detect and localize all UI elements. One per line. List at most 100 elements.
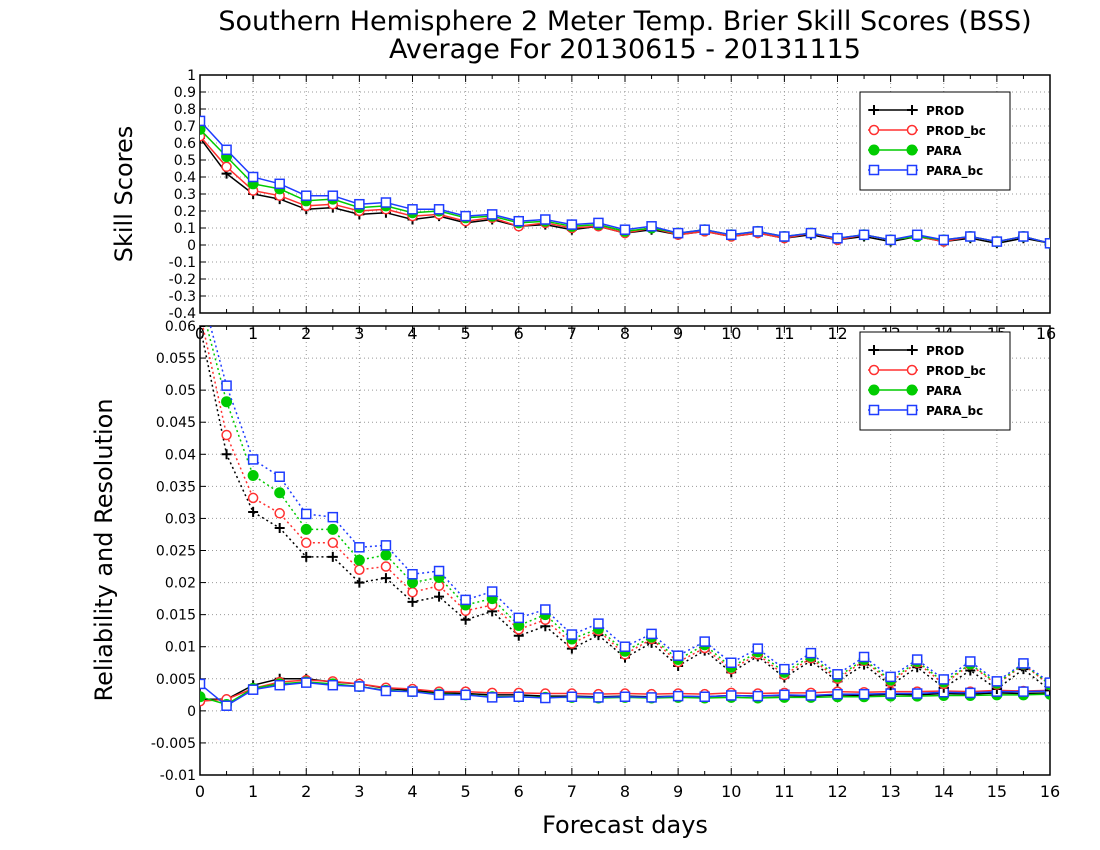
data-point-para-bc [593,692,604,703]
legend-label-para: PARA [926,384,962,398]
data-point-para-bc [699,636,710,647]
data-point-para-bc [540,692,551,704]
x-tick-label: 1 [248,324,258,343]
x-tick-label: 15 [987,782,1007,801]
y-tick-label: -0.01 [160,768,196,784]
y-tick-label: 1 [187,68,196,84]
legend-label-prod-bc: PROD_bc [926,364,986,379]
legend-marker-para [906,144,918,156]
y-tick-label: 0.03 [165,511,196,527]
y-tick-label: 0.6 [174,136,196,152]
data-point-prod [434,591,445,602]
data-point-prod [221,449,232,460]
data-point-para-bc [460,594,471,606]
data-point-prod [274,523,285,534]
data-point-para-bc [380,540,392,551]
data-point-para-bc [407,204,418,215]
data-point-prod [354,577,365,588]
y-tick-label: 0.015 [156,608,196,624]
data-point-para-bc [1018,658,1029,669]
data-point-para-bc [486,586,498,597]
data-point-para-bc [938,674,949,685]
y-tick-label: 0.05 [165,383,196,399]
y-tick-label: 0.9 [174,85,196,101]
data-point-para-bc [726,690,737,701]
legend-marker-para-bc [906,164,918,176]
data-point-para-bc [274,679,285,691]
y-tick-label: 0.4 [174,170,196,186]
data-point-para-bc [885,688,896,699]
data-point-para-bc [1018,231,1029,242]
data-point-para-bc [991,236,1003,247]
data-point-para-bc [593,618,604,629]
data-point-para [200,123,206,135]
data-point-para-bc [779,231,790,242]
data-point-para-bc [540,604,551,615]
data-point-para-bc [513,691,524,702]
legend-marker-prod [869,345,879,355]
series-group [200,326,1050,711]
data-point-para-bc [247,454,259,465]
legend-label-para: PARA [926,144,962,158]
data-point-para-bc [1044,677,1050,688]
data-point-para-bc [327,190,339,201]
x-tick-label: 5 [461,324,471,343]
data-point-para-bc [221,700,232,711]
data-point-para-bc [460,210,471,222]
x-tick-label: 4 [407,782,417,801]
data-point-para-bc [991,676,1003,687]
y-tick-label: 0.06 [165,319,196,335]
data-point-para-bc [646,628,657,640]
data-point-para-bc [433,689,445,701]
data-point-para-bc [354,542,365,553]
x-tick-label: 7 [567,782,577,801]
y-tick-label: -0.4 [169,306,196,322]
y-tick-label: 0.045 [156,415,196,431]
data-point-para-bc [699,224,710,235]
data-point-para [221,396,233,408]
legend-label-prod: PROD [926,344,964,358]
data-point-para-bc [433,204,445,215]
data-point-para-bc [752,643,764,654]
data-point-para-bc [247,171,259,183]
y-tick-label: -0.005 [151,736,196,752]
data-point-para-bc [965,231,976,242]
data-point-para-bc [619,224,631,235]
data-point-prod-bc [247,492,259,504]
data-point-para-bc [885,234,896,246]
data-point-para-bc [965,656,976,667]
data-point-para-bc [380,685,392,697]
data-point-prod [380,573,391,584]
y-tick-label: 0.3 [174,187,196,203]
x-ticks: 0011223344556677889910101111121213131414… [195,324,1060,801]
x-tick-label: 2 [301,782,311,801]
x-tick-label: 13 [880,782,900,801]
data-point-para-bc [301,190,312,201]
data-point-prod [301,551,312,562]
data-point-para-bc [672,227,684,239]
data-point-prod-bc [221,429,232,441]
data-point-para-bc [858,651,870,663]
data-point-para [247,469,259,481]
y-tick-label: 0 [187,704,196,720]
data-point-para-bc [566,219,578,230]
data-point-para-bc [858,229,870,241]
data-point-para-bc [911,654,923,665]
y-tick-label: -0.3 [169,289,196,305]
data-point-para [200,691,206,703]
x-tick-label: 6 [514,324,524,343]
data-point-para-bc [380,197,392,208]
legend-label-para-bc: PARA_bc [926,404,983,419]
legend-box [859,91,1011,191]
data-point-para-bc [301,508,312,520]
x-tick-label: 5 [461,782,471,801]
y-axis-label: Reliability and Resolution [90,398,118,701]
data-point-prod [407,596,418,607]
x-tick-label: 14 [934,782,954,801]
data-point-para-bc [200,678,206,690]
data-point-para-bc [221,380,232,391]
data-point-para-bc [513,612,524,624]
x-tick-label: 12 [827,324,847,343]
data-point-prod-bc [380,561,392,572]
